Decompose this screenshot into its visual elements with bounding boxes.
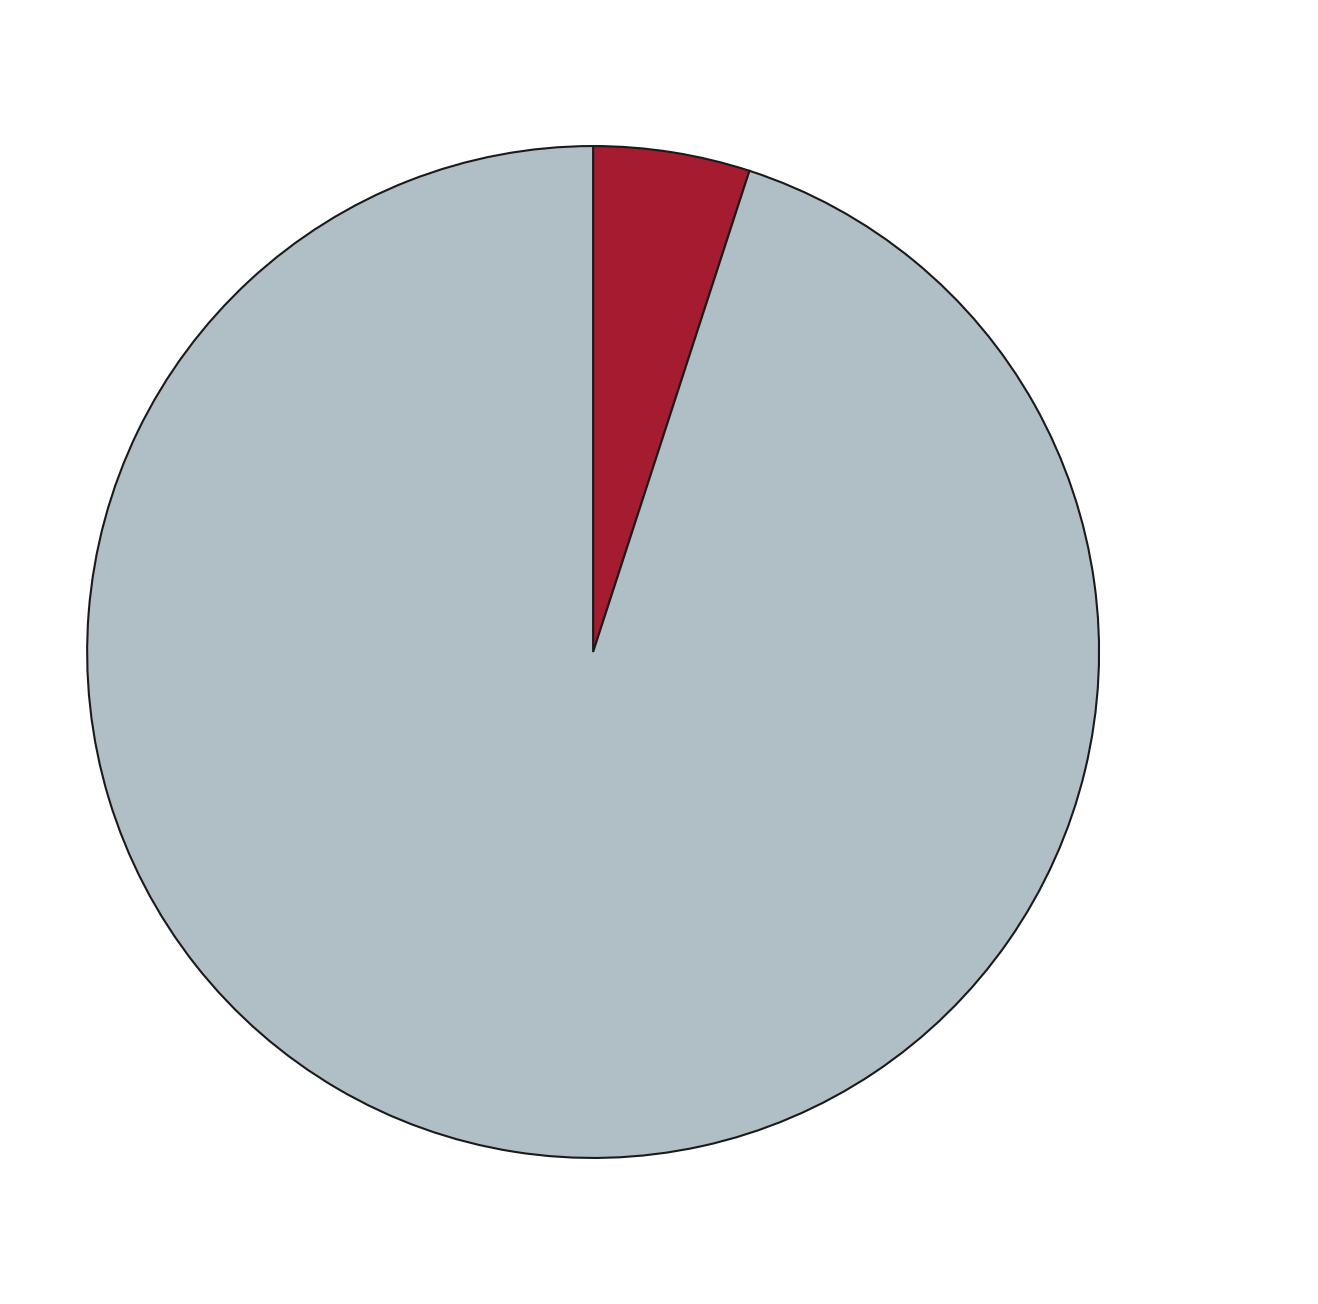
- Wedge shape: [593, 146, 750, 652]
- Wedge shape: [87, 146, 1099, 1158]
